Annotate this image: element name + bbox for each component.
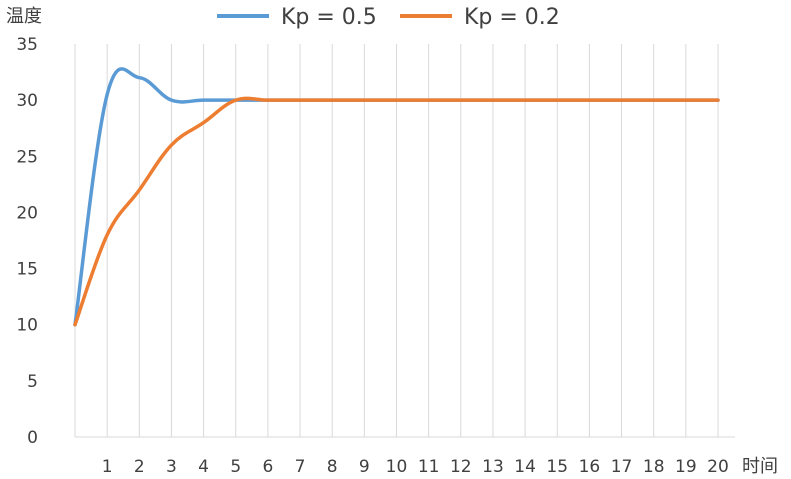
- y-tick-label-30: 30: [16, 91, 38, 111]
- x-tick-label-8: 8: [327, 457, 338, 477]
- series-line-2: [73, 96, 720, 327]
- y-tick-label-0: 0: [27, 428, 38, 448]
- legend: Kp = 0.5 Kp = 0.2: [217, 5, 560, 30]
- x-tick-label-19: 19: [675, 457, 697, 477]
- legend-label-1: Kp = 0.5: [281, 5, 377, 30]
- x-axis-tick-labels: 1 2 3 4 5 6 7 8 9 10 11 12 13 14 15 16 17 18 19 20: [102, 457, 729, 477]
- x-tick-label-7: 7: [295, 457, 306, 477]
- x-tick-label-18: 18: [643, 457, 665, 477]
- x-tick-label-12: 12: [450, 457, 472, 477]
- x-tick-label-15: 15: [546, 457, 568, 477]
- x-tick-label-10: 10: [386, 457, 408, 477]
- x-tick-label-20: 20: [707, 457, 729, 477]
- x-tick-label-3: 3: [166, 457, 177, 477]
- x-axis-label: 时间: [742, 456, 778, 477]
- x-tick-label-17: 17: [611, 457, 633, 477]
- y-tick-label-20: 20: [16, 203, 38, 223]
- x-tick-label-14: 14: [514, 457, 536, 477]
- series-lines: [73, 67, 720, 327]
- x-tick-label-9: 9: [359, 457, 370, 477]
- x-tick-label-1: 1: [102, 457, 113, 477]
- vertical-gridlines: [74, 44, 719, 437]
- x-tick-label-16: 16: [579, 457, 601, 477]
- y-tick-label-10: 10: [16, 316, 38, 336]
- x-tick-label-13: 13: [482, 457, 504, 477]
- legend-label-2: Kp = 0.2: [464, 5, 560, 30]
- y-tick-label-5: 5: [27, 372, 38, 392]
- y-axis-tick-labels: 0 5 10 15 20 25 30 35: [16, 35, 38, 448]
- y-tick-label-25: 25: [16, 147, 38, 167]
- x-tick-label-6: 6: [262, 457, 273, 477]
- x-tick-label-4: 4: [198, 457, 209, 477]
- y-tick-label-35: 35: [16, 35, 38, 55]
- x-tick-label-2: 2: [134, 457, 145, 477]
- x-tick-label-11: 11: [418, 457, 440, 477]
- x-tick-label-5: 5: [230, 457, 241, 477]
- y-axis-label: 温度: [6, 6, 42, 27]
- y-tick-label-15: 15: [16, 260, 38, 280]
